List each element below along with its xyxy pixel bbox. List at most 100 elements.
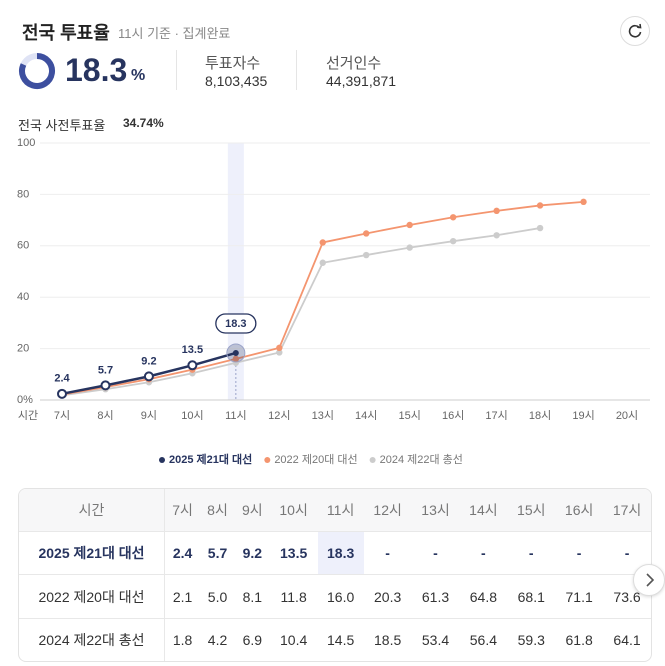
x-tick-label: 20시 <box>616 410 638 422</box>
table-row: 2025 제21대 대선 2.4 5.7 9.2 13.5 18.3- - - - - - <box>19 530 651 575</box>
legend-swatch <box>369 457 376 463</box>
value-cell: 4.2 <box>200 618 235 661</box>
legend-label: 2024 제22대 총선 <box>380 453 463 466</box>
x-tick-label: 11시 <box>225 410 247 422</box>
point <box>363 230 370 237</box>
value-cell: 8.1 <box>234 574 270 619</box>
legend-swatch <box>159 457 165 463</box>
value-cell: 64.8 <box>459 574 508 619</box>
point <box>580 198 587 206</box>
value-cell: 13.5 <box>269 530 318 575</box>
legend-label: 2025 제21대 대선 <box>169 452 252 466</box>
title: 전국 투표율 <box>22 23 110 43</box>
legend-swatch <box>264 457 271 463</box>
series-line <box>61 227 541 397</box>
value-cell: - <box>411 530 460 575</box>
value-cell: 6.9 <box>234 618 270 661</box>
data-label: 13.5 <box>182 344 203 356</box>
point <box>319 239 326 246</box>
subtitle: 11시 기준 · 집계완료 <box>118 26 231 41</box>
x-tick-label: 13시 <box>312 410 334 422</box>
turnout-value: 18.3 <box>65 52 128 88</box>
x-tick-label: 16시 <box>442 410 464 422</box>
refresh-button[interactable] <box>620 16 650 46</box>
header-cell: 13시 <box>411 489 460 532</box>
x-tick-label: 9시 <box>141 410 157 422</box>
value-cell: 68.1 <box>507 574 556 619</box>
point <box>232 355 240 363</box>
refresh-icon <box>628 23 642 38</box>
point <box>363 251 370 259</box>
point <box>187 360 198 371</box>
value-cell: - <box>507 530 556 575</box>
x-tick-label: 10시 <box>181 410 203 422</box>
point <box>536 202 544 209</box>
header-cell: 10시 <box>269 489 318 532</box>
point <box>406 244 413 251</box>
value-cell: 9.2 <box>234 530 270 575</box>
data-label: 5.7 <box>98 364 113 376</box>
y-tick-label: 0% <box>17 394 33 406</box>
value-cell: 59.3 <box>507 618 556 661</box>
legend-label: 2022 제20대 대선 <box>274 453 357 466</box>
arrow-icon <box>646 573 655 587</box>
header-cell: 16시 <box>555 489 604 532</box>
callout <box>215 313 257 334</box>
scroll-right-button[interactable] <box>633 564 665 596</box>
header-cell: 11시 <box>317 489 364 532</box>
value-cell: - <box>363 530 412 575</box>
y-tick-label: 20 <box>17 343 29 355</box>
header-cell: 9시 <box>234 489 270 532</box>
header-cell: 8시 <box>200 489 235 532</box>
point <box>449 214 457 221</box>
x-tick-label: 19시 <box>572 410 594 422</box>
divider <box>176 50 177 90</box>
early-label: 전국 사전투표율 <box>18 118 106 133</box>
table-row: 2024 제22대 총선 1.8 4.2 6.9 10.4 14.5 18.5 53.4 56.… <box>19 618 651 661</box>
value-cell: 64.1 <box>603 618 651 661</box>
turnout-unit: % <box>131 67 146 84</box>
y-tick-label: 60 <box>17 240 29 252</box>
value-cell: 16.0 <box>317 574 364 619</box>
header-cell: 12시 <box>363 489 412 532</box>
value-cell: 56.4 <box>459 618 508 661</box>
point <box>449 237 457 245</box>
point <box>232 349 239 356</box>
point <box>406 221 413 229</box>
value-cell: 61.8 <box>555 618 604 661</box>
point <box>57 388 67 399</box>
value-cell: 20.3 <box>363 574 412 619</box>
x-tick-label: 7시 <box>54 410 70 422</box>
series-line <box>61 200 584 396</box>
value-cell: 18.5 <box>363 618 412 661</box>
value-cell: 2.1 <box>164 574 201 619</box>
early-value: 34.74% <box>123 116 164 130</box>
value-cell: 1.8 <box>164 618 201 661</box>
row-label: 2022 제20대 대선 <box>19 574 165 619</box>
value-cell: 18.3 <box>317 530 364 575</box>
x-tick-label: 18시 <box>529 410 551 422</box>
x-tick-label: 14시 <box>355 410 377 422</box>
y-tick-label: 80 <box>17 188 29 200</box>
x-tick-label: 12시 <box>268 410 290 422</box>
point <box>100 380 111 391</box>
callout-label: 18.3 <box>225 318 246 330</box>
y-tick-label: 100 <box>17 137 35 149</box>
point <box>276 344 283 352</box>
point <box>319 259 326 266</box>
value-cell: 10.4 <box>269 618 318 661</box>
point <box>536 224 544 232</box>
value-cell: 53.4 <box>411 618 460 661</box>
value-cell: - <box>459 530 508 575</box>
data-label: 2.4 <box>54 373 70 385</box>
voters-label: 투표자수 <box>205 55 261 72</box>
point <box>276 349 283 356</box>
x-tick-label: 17시 <box>485 410 507 422</box>
header-cell: 17시 <box>603 489 651 532</box>
x-tick-label: 8시 <box>97 410 113 422</box>
point <box>493 232 500 239</box>
value-cell: 2.4 <box>164 530 201 575</box>
electors-label: 선거인수 <box>326 55 382 72</box>
turnout-donut <box>19 53 55 89</box>
